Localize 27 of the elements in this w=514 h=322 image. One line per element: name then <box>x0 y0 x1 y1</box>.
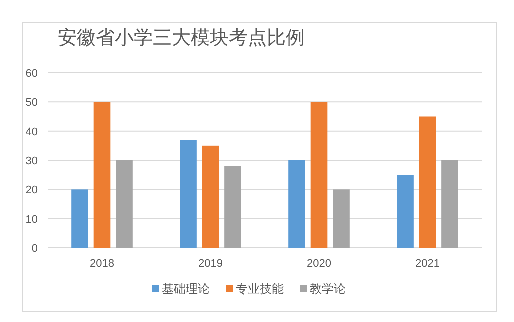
bar <box>116 160 133 248</box>
y-tick-label: 10 <box>26 214 38 226</box>
y-tick-label: 40 <box>26 126 38 138</box>
legend-label: 教学论 <box>310 282 346 296</box>
x-tick-label: 2021 <box>416 258 440 270</box>
bar <box>288 160 306 248</box>
legend-label: 基础理论 <box>162 282 210 296</box>
bar <box>333 190 350 248</box>
x-tick-label: 2019 <box>198 258 223 270</box>
bar <box>310 102 328 248</box>
bar <box>397 175 414 248</box>
y-tick-label: 50 <box>26 97 38 110</box>
chart-title: 安徽省小学三大模块考点比例 <box>58 27 305 49</box>
bar <box>202 146 220 248</box>
y-tick-label: 0 <box>32 243 38 255</box>
legend-label: 专业技能 <box>236 282 284 296</box>
bar <box>180 140 197 248</box>
y-tick-label: 20 <box>26 184 38 197</box>
x-tick-label: 2018 <box>90 258 114 270</box>
y-tick-label: 30 <box>26 156 38 168</box>
bar <box>224 166 242 248</box>
bar <box>442 160 458 248</box>
bar <box>419 116 436 248</box>
bar <box>72 190 88 248</box>
x-tick-label: 2020 <box>307 258 332 270</box>
y-tick-label: 60 <box>26 68 38 80</box>
bar <box>94 102 111 248</box>
